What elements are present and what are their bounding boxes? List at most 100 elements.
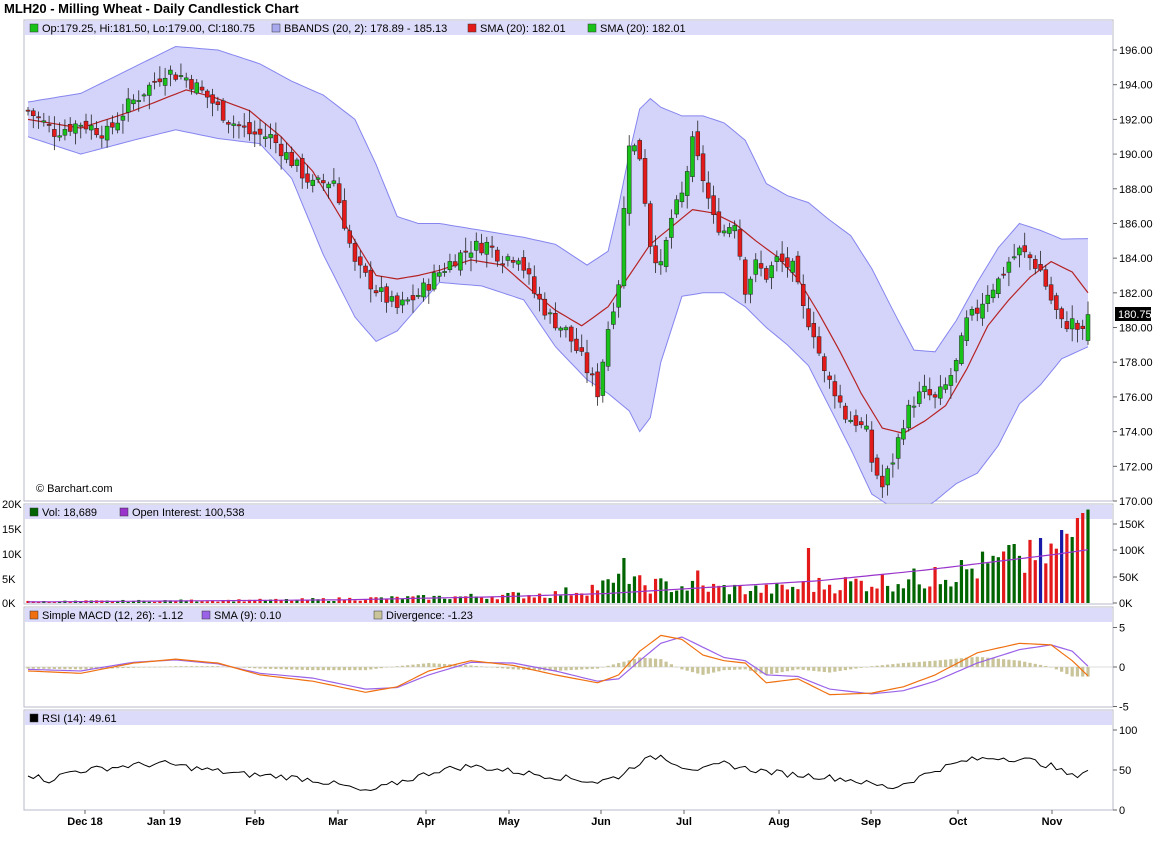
candle-body [911,405,917,408]
candle-body [1038,264,1043,271]
macd-divergence-bar [406,665,410,667]
volume-bar [52,602,56,603]
candle-body [1043,269,1049,287]
macd-divergence-bar [58,667,62,670]
volume-bar [432,595,436,603]
candle-body [674,199,679,215]
candle-body [104,125,110,141]
macd-divergence-bar [822,667,826,673]
macd-divergence-bar [274,667,278,670]
candle-body [985,294,991,304]
volume-bar [242,601,246,603]
candle-body [922,385,927,393]
macd-divergence-bar [152,667,157,668]
volume-bar [838,590,842,603]
macd-divergence-bar [379,667,383,669]
volume-bar [574,592,579,603]
macd-divergence-bar [632,658,637,667]
volume-bar [411,596,415,603]
price-tick-label: 184.00 [1119,253,1153,265]
volume-bar [601,580,605,603]
candle-body [83,120,89,130]
last-price-label: 180.75 [1118,309,1152,321]
volume-bar [754,585,758,603]
macd-divergence-bar [769,667,774,674]
macd-divergence-bar [648,658,652,667]
macd-divergence-bar [965,657,969,667]
candle-body [864,425,869,430]
month-label: Jan 19 [147,816,181,828]
candle-body [795,255,801,283]
candle-body [542,298,548,316]
macd-divergence-bar [316,667,320,671]
volume-bar [685,590,689,603]
candle-body [816,336,822,354]
volume-bar [490,596,494,603]
volume-bar [284,599,289,603]
candle-body [932,394,938,398]
legend-label: Simple MACD (12, 26): -1.12 [42,610,183,622]
macd-divergence-bar [901,663,906,667]
macd-divergence-bar [1060,667,1064,672]
volume-right-tick-label: 50K [1119,572,1139,584]
macd-divergence-bar [495,667,499,668]
volume-bar [706,591,710,603]
rsi-panel: RSI (14): 49.61 100 50 0 [23,709,1137,817]
macd-divergence-bar [590,667,594,669]
macd-divergence-bar [933,660,937,667]
candle-body [700,153,706,182]
macd-divergence-bar [268,667,273,669]
volume-bar [1012,544,1016,603]
macd-divergence-bar [696,667,700,674]
volume-bar [200,601,204,603]
macd-divergence-bar [1028,662,1032,667]
candle-body [379,287,384,292]
candle-body [352,243,358,262]
candle-body [790,260,795,273]
candle-body [547,312,553,315]
macd-divergence-bar [727,667,731,670]
volume-bar [696,570,700,603]
volume-bar [738,585,742,603]
volume-bar [833,593,837,603]
volume-right-tick-label: 0K [1119,598,1133,610]
volume-right-tick-label: 100K [1119,545,1145,557]
volume-bar [643,585,647,603]
volume-bar [421,594,426,603]
candle-body [1075,322,1080,330]
candle-body [205,90,210,98]
macd-divergence-bar [179,666,183,667]
candle-body [326,183,331,189]
macd-divergence-bar [42,667,46,669]
macd-divergence-bar [754,667,758,673]
volume-axis: 20K 15K 10K 5K 0K 150K 100K 50K 0K [2,499,1145,610]
macd-divergence-bar [991,658,995,667]
candle-body [1085,314,1091,341]
volume-bar [110,601,114,603]
macd-divergence-bar [917,661,921,667]
price-tick-label: 186.00 [1119,218,1153,230]
macd-line [27,634,1089,696]
macd-divergence-bar [653,658,658,667]
candle-body [89,125,94,131]
volume-bar [385,598,389,603]
volume-bar [1065,533,1069,603]
volume-bar [796,589,800,603]
volume-bar [864,591,869,603]
volume-bar [785,589,790,603]
macd-divergence-bar [780,667,784,673]
macd-divergence-bar [279,667,283,670]
macd-divergence-bar [1007,659,1011,667]
volume-bar [1060,530,1064,603]
candle-body [537,293,542,300]
candle-body [305,173,310,183]
volume-bar [205,601,209,603]
volume-bar [501,594,505,603]
macd-divergence-bar [210,666,215,667]
macd-divergence-bar [1049,667,1053,668]
candle-body [431,272,437,290]
volume-bar [363,600,368,603]
candle-body [173,74,178,80]
volume-bar [965,569,969,603]
rsi-tick-label: 50 [1119,765,1131,777]
